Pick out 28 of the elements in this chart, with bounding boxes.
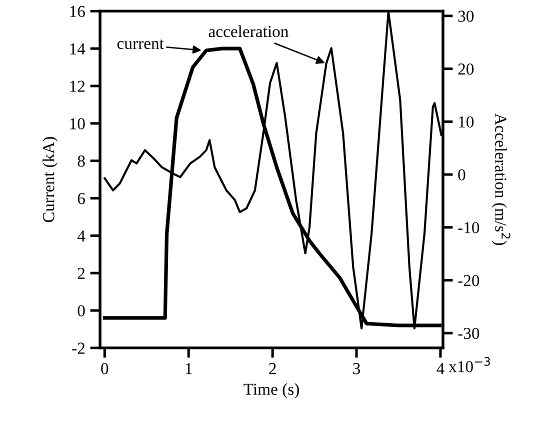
y2-tick-label: -30 bbox=[458, 328, 480, 340]
x-tick-label: 2 bbox=[269, 363, 276, 374]
x-tick-label: 1 bbox=[186, 363, 192, 374]
y2-tick-label: 30 bbox=[458, 10, 474, 22]
y-tick-label: 14 bbox=[70, 43, 86, 54]
y2-axis-title: Acceleration (m/s$^{2}$) bbox=[492, 113, 510, 245]
y-tick-label: 0 bbox=[78, 305, 85, 316]
y-tick-label: 8 bbox=[78, 156, 85, 167]
y-tick-label: 10 bbox=[70, 118, 85, 130]
y2-tick-label: 20 bbox=[458, 63, 474, 75]
y-tick-label: 16 bbox=[70, 6, 85, 18]
annotation: current bbox=[117, 40, 164, 50]
y2-tick-label: 10 bbox=[459, 116, 474, 128]
text: x10$^{−3}$ bbox=[448, 357, 490, 372]
y-tick-label: 4 bbox=[77, 230, 86, 242]
y-tick-label: 6 bbox=[78, 192, 85, 204]
x-tick-label: 0 bbox=[101, 362, 108, 374]
x-axis-title: Time (s) bbox=[244, 383, 299, 398]
x-tick-label: 3 bbox=[353, 363, 360, 374]
annotation: acceleration bbox=[208, 25, 288, 38]
y2-tick-label: -20 bbox=[458, 274, 480, 286]
x-tick-label: 4 bbox=[436, 363, 444, 374]
y2-tick-label: 0 bbox=[458, 169, 466, 180]
y-tick-label: 12 bbox=[70, 80, 85, 92]
y2-tick-label: -10 bbox=[458, 222, 480, 234]
y-tick-label: 2 bbox=[78, 268, 85, 279]
y-axis-title: Current (kA) bbox=[42, 136, 58, 222]
y-tick-label: -2 bbox=[72, 342, 85, 354]
